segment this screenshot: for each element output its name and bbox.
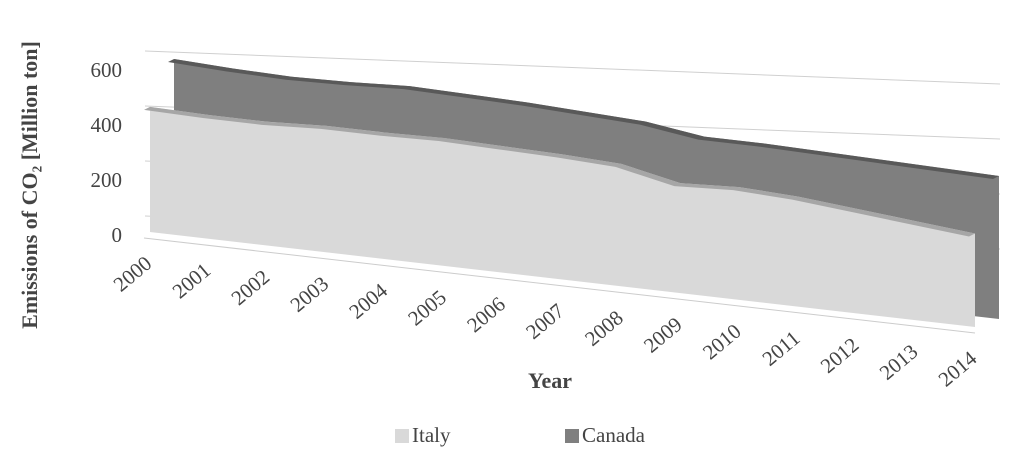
x-tick-label: 2000 — [109, 251, 157, 296]
x-tick-label: 2012 — [816, 333, 864, 378]
legend-swatch — [395, 429, 409, 443]
x-tick-label: 2013 — [875, 339, 923, 384]
x-tick-label: 2006 — [462, 292, 510, 337]
x-tick-label: 2010 — [698, 319, 746, 364]
y-axis-title: Emissions of CO₂ [Million ton] — [17, 41, 42, 329]
x-tick-label: 2007 — [521, 299, 569, 344]
x-tick-label: 2014 — [934, 346, 982, 392]
legend-label: Italy — [412, 423, 451, 447]
x-axis-title: Year — [528, 368, 572, 393]
x-tick-label: 2008 — [580, 305, 628, 350]
y-tick-label: 0 — [112, 223, 123, 247]
y-tick-label: 400 — [91, 113, 123, 137]
y-tick-label: 600 — [91, 58, 123, 82]
area-top — [144, 106, 975, 237]
x-tick-label: 2005 — [403, 285, 451, 330]
x-tick-label: 2001 — [168, 258, 216, 303]
x-tick-label: 2004 — [344, 278, 392, 324]
x-tick-label: 2002 — [227, 265, 275, 310]
area-top — [168, 59, 999, 179]
area — [150, 106, 975, 328]
x-tick-label: 2011 — [758, 326, 805, 371]
legend-label: Canada — [582, 423, 646, 447]
x-axis-line — [143, 237, 976, 334]
grid-line — [144, 50, 1001, 85]
legend-swatch — [565, 429, 579, 443]
y-tick-label: 200 — [91, 168, 123, 192]
x-tick-label: 2003 — [285, 271, 333, 316]
x-tick-label: 2009 — [639, 312, 687, 357]
